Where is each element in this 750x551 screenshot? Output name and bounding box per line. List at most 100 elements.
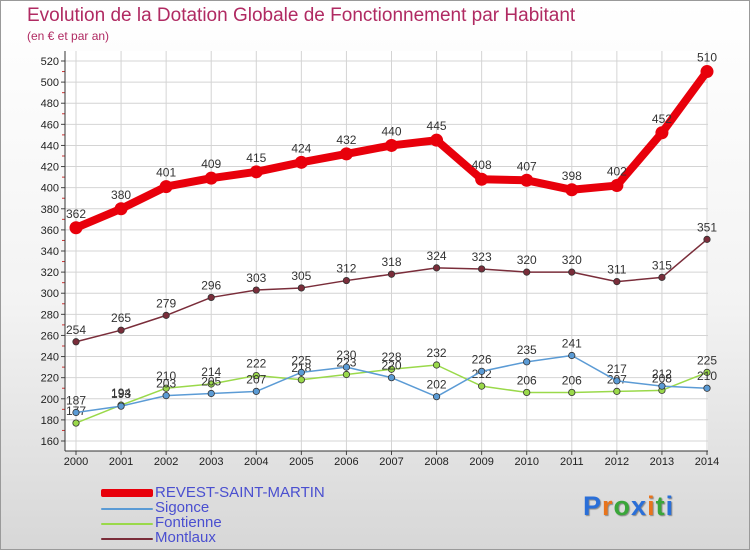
logo-letter: i — [665, 491, 675, 521]
chart-subtitle: (en € et par an) — [27, 29, 110, 43]
chart-title: Evolution de la Dotation Globale de Fonc… — [27, 5, 576, 26]
y-tick-label: 340 — [41, 246, 59, 258]
data-point — [565, 183, 579, 197]
data-point — [478, 382, 486, 390]
data-label: 217 — [607, 362, 627, 376]
data-label: 214 — [201, 365, 221, 379]
data-label: 311 — [607, 263, 626, 277]
data-label: 318 — [381, 255, 401, 269]
x-tick-label: 2002 — [154, 456, 178, 468]
data-point — [204, 171, 218, 185]
data-label: 320 — [517, 253, 537, 267]
data-label: 324 — [427, 249, 447, 263]
y-tick-label: 440 — [41, 140, 59, 152]
data-label: 206 — [562, 373, 582, 387]
x-tick-label: 2001 — [109, 456, 133, 468]
logo-letter: i — [647, 491, 656, 521]
data-label: 402 — [607, 165, 627, 179]
data-point — [523, 268, 531, 276]
legend-swatch — [101, 538, 153, 540]
y-tick-label: 500 — [41, 77, 59, 89]
data-label: 380 — [111, 188, 131, 202]
data-point — [655, 126, 669, 140]
data-point — [297, 376, 305, 384]
data-label: 194 — [111, 386, 131, 400]
data-label: 407 — [517, 159, 537, 173]
logo-letter: t — [655, 491, 666, 521]
x-tick-label: 2005 — [289, 456, 313, 468]
data-point — [252, 286, 260, 294]
data-label: 351 — [697, 220, 717, 234]
data-point — [385, 138, 398, 152]
data-label: 398 — [562, 169, 582, 183]
y-tick-label: 460 — [41, 119, 59, 131]
data-point — [610, 179, 624, 193]
data-point — [72, 338, 80, 346]
data-label: 409 — [201, 157, 221, 171]
data-label: 225 — [697, 353, 717, 367]
data-point — [162, 311, 170, 319]
data-point — [207, 380, 215, 388]
y-tick-label: 200 — [41, 394, 59, 406]
data-point — [339, 147, 353, 161]
data-label: 230 — [336, 348, 356, 362]
data-point — [700, 65, 714, 79]
data-point — [523, 358, 531, 366]
data-label: 193 — [111, 387, 131, 401]
y-tick-label: 240 — [41, 352, 59, 364]
y-tick-label: 420 — [41, 162, 59, 174]
data-label: 279 — [156, 296, 176, 310]
data-label: 206 — [517, 373, 537, 387]
data-point — [297, 368, 305, 376]
data-point — [387, 365, 396, 373]
x-tick-label: 2000 — [64, 456, 88, 468]
data-point — [613, 377, 621, 385]
data-label: 303 — [246, 271, 266, 285]
logo-letter: o — [613, 491, 632, 521]
data-point — [342, 276, 351, 285]
data-label: 210 — [697, 369, 717, 383]
data-point — [249, 165, 263, 179]
legend-label: Montlaux — [155, 529, 216, 546]
data-point — [478, 265, 486, 273]
y-tick-label: 260 — [41, 330, 59, 342]
data-label: 452 — [652, 112, 672, 126]
data-point — [114, 202, 128, 216]
x-tick-label: 2014 — [695, 456, 719, 468]
data-label: 232 — [427, 346, 447, 360]
data-label: 226 — [472, 352, 492, 366]
data-label: 408 — [472, 158, 492, 172]
data-point — [159, 180, 173, 194]
data-label: 208 — [652, 371, 672, 385]
logo-letter: x — [631, 491, 648, 521]
legend-swatch — [101, 508, 153, 510]
data-point — [568, 351, 576, 360]
y-tick-label: 280 — [41, 309, 59, 321]
data-point — [252, 387, 260, 395]
legend-label: Fontienne — [155, 514, 222, 531]
data-label: 225 — [291, 353, 311, 367]
y-tick-label: 300 — [41, 288, 59, 300]
data-point — [387, 270, 396, 278]
data-point — [207, 293, 215, 302]
legend-swatch — [101, 523, 153, 525]
y-tick-label: 480 — [41, 98, 59, 110]
legend-label: REVEST-SAINT-MARTIN — [155, 484, 325, 501]
data-point — [658, 382, 666, 390]
x-tick-label: 2007 — [379, 456, 403, 468]
data-label: 510 — [697, 51, 717, 65]
data-point — [297, 284, 305, 292]
data-point — [387, 374, 396, 382]
data-label: 254 — [66, 323, 86, 337]
data-point — [432, 264, 441, 272]
data-point — [117, 402, 125, 410]
data-label: 432 — [336, 133, 356, 147]
y-tick-label: 180 — [41, 415, 59, 427]
data-label: 205 — [201, 375, 221, 389]
data-label: 312 — [336, 262, 356, 276]
legend-swatch — [101, 489, 153, 497]
data-label: 235 — [517, 343, 537, 357]
data-point — [162, 384, 170, 392]
